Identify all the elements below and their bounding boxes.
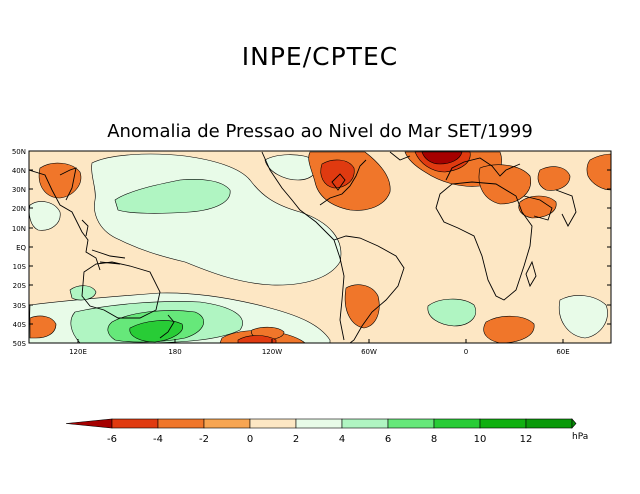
lon-label: 0 bbox=[464, 348, 468, 356]
lat-label: 30S bbox=[13, 302, 27, 310]
colorbar-box bbox=[479, 418, 527, 429]
lon-label: 120W bbox=[262, 348, 282, 356]
coastlines bbox=[29, 151, 577, 343]
lat-label: 20S bbox=[13, 282, 27, 290]
negative-anomaly-central-asia bbox=[537, 166, 571, 191]
colorbar-label: -2 bbox=[199, 434, 209, 445]
lat-label: 40N bbox=[12, 167, 26, 175]
lat-label: 20N bbox=[12, 205, 26, 213]
negative-anomaly-south-america bbox=[344, 284, 380, 329]
colorbar-box bbox=[249, 418, 297, 429]
colorbar-label: 4 bbox=[339, 434, 345, 445]
colorbar-arrow-high bbox=[571, 418, 577, 429]
anomaly-2-4-indian-ocean bbox=[427, 298, 476, 327]
colorbar-box bbox=[387, 418, 435, 429]
anomaly-6-8-south-pacific bbox=[129, 320, 183, 343]
colorbar-boxes bbox=[65, 418, 577, 429]
colorbar-box bbox=[203, 418, 251, 429]
negative-anomaly-indian-east bbox=[586, 153, 611, 191]
colorbar-unit: hPa bbox=[572, 432, 589, 442]
lat-ticks bbox=[29, 150, 611, 344]
anomaly-2-4-west-pacific bbox=[69, 285, 97, 301]
lon-label: 60E bbox=[556, 348, 569, 356]
positive-anomaly-indian-ocean bbox=[558, 295, 608, 339]
anomaly-minus6-north-atlantic bbox=[421, 151, 463, 165]
negative-anomaly-south-indian bbox=[483, 315, 535, 343]
colorbar-box bbox=[111, 418, 159, 429]
lat-label: 50N bbox=[12, 148, 26, 156]
colorbar-label: -6 bbox=[107, 434, 117, 445]
colorbar-box bbox=[341, 418, 389, 429]
colorbar-label: 2 bbox=[293, 434, 299, 445]
negative-anomaly-asia bbox=[38, 162, 82, 199]
lon-labels: 120E 180 120W 60W 0 60E bbox=[69, 348, 570, 356]
colorbar-box bbox=[433, 418, 481, 429]
anomaly-2-4-north-pacific bbox=[114, 179, 231, 214]
colorbar-label: 12 bbox=[520, 434, 533, 445]
colorbar-arrow-low bbox=[65, 418, 113, 429]
negative-anomaly-australia-west bbox=[29, 315, 57, 339]
colorbar-label: -4 bbox=[153, 434, 163, 445]
colorbar-box bbox=[295, 418, 343, 429]
map-title: Anomalia de Pressao ao Nivel do Mar SET/… bbox=[107, 121, 533, 142]
lat-label: EQ bbox=[16, 244, 26, 252]
colorbar-box bbox=[157, 418, 205, 429]
lat-label: 10N bbox=[12, 225, 26, 233]
anomaly-minus4-north-america bbox=[320, 159, 355, 189]
lon-ticks bbox=[77, 339, 564, 343]
organization-title: INPE/CPTEC bbox=[241, 42, 399, 71]
lon-label: 180 bbox=[168, 348, 181, 356]
lat-label: 10S bbox=[13, 263, 27, 271]
colorbar-box bbox=[525, 418, 573, 429]
positive-anomaly-east-asia bbox=[29, 201, 61, 231]
colorbar-label: 10 bbox=[474, 434, 487, 445]
colorbar-label: 0 bbox=[247, 434, 253, 445]
colorbar-labels: -6 -4 -2 0 2 4 6 8 10 12 bbox=[107, 434, 532, 445]
lon-label: 120E bbox=[69, 348, 87, 356]
lat-label: 40S bbox=[13, 321, 27, 329]
lat-label: 30N bbox=[12, 186, 26, 194]
lon-label: 60W bbox=[361, 348, 377, 356]
colorbar-label: 8 bbox=[431, 434, 437, 445]
lat-labels: 50N 40N 30N 20N 10N EQ 10S 20S 30S 40S 5… bbox=[12, 148, 27, 348]
colorbar-label: 6 bbox=[385, 434, 391, 445]
lat-label: 50S bbox=[13, 340, 27, 348]
